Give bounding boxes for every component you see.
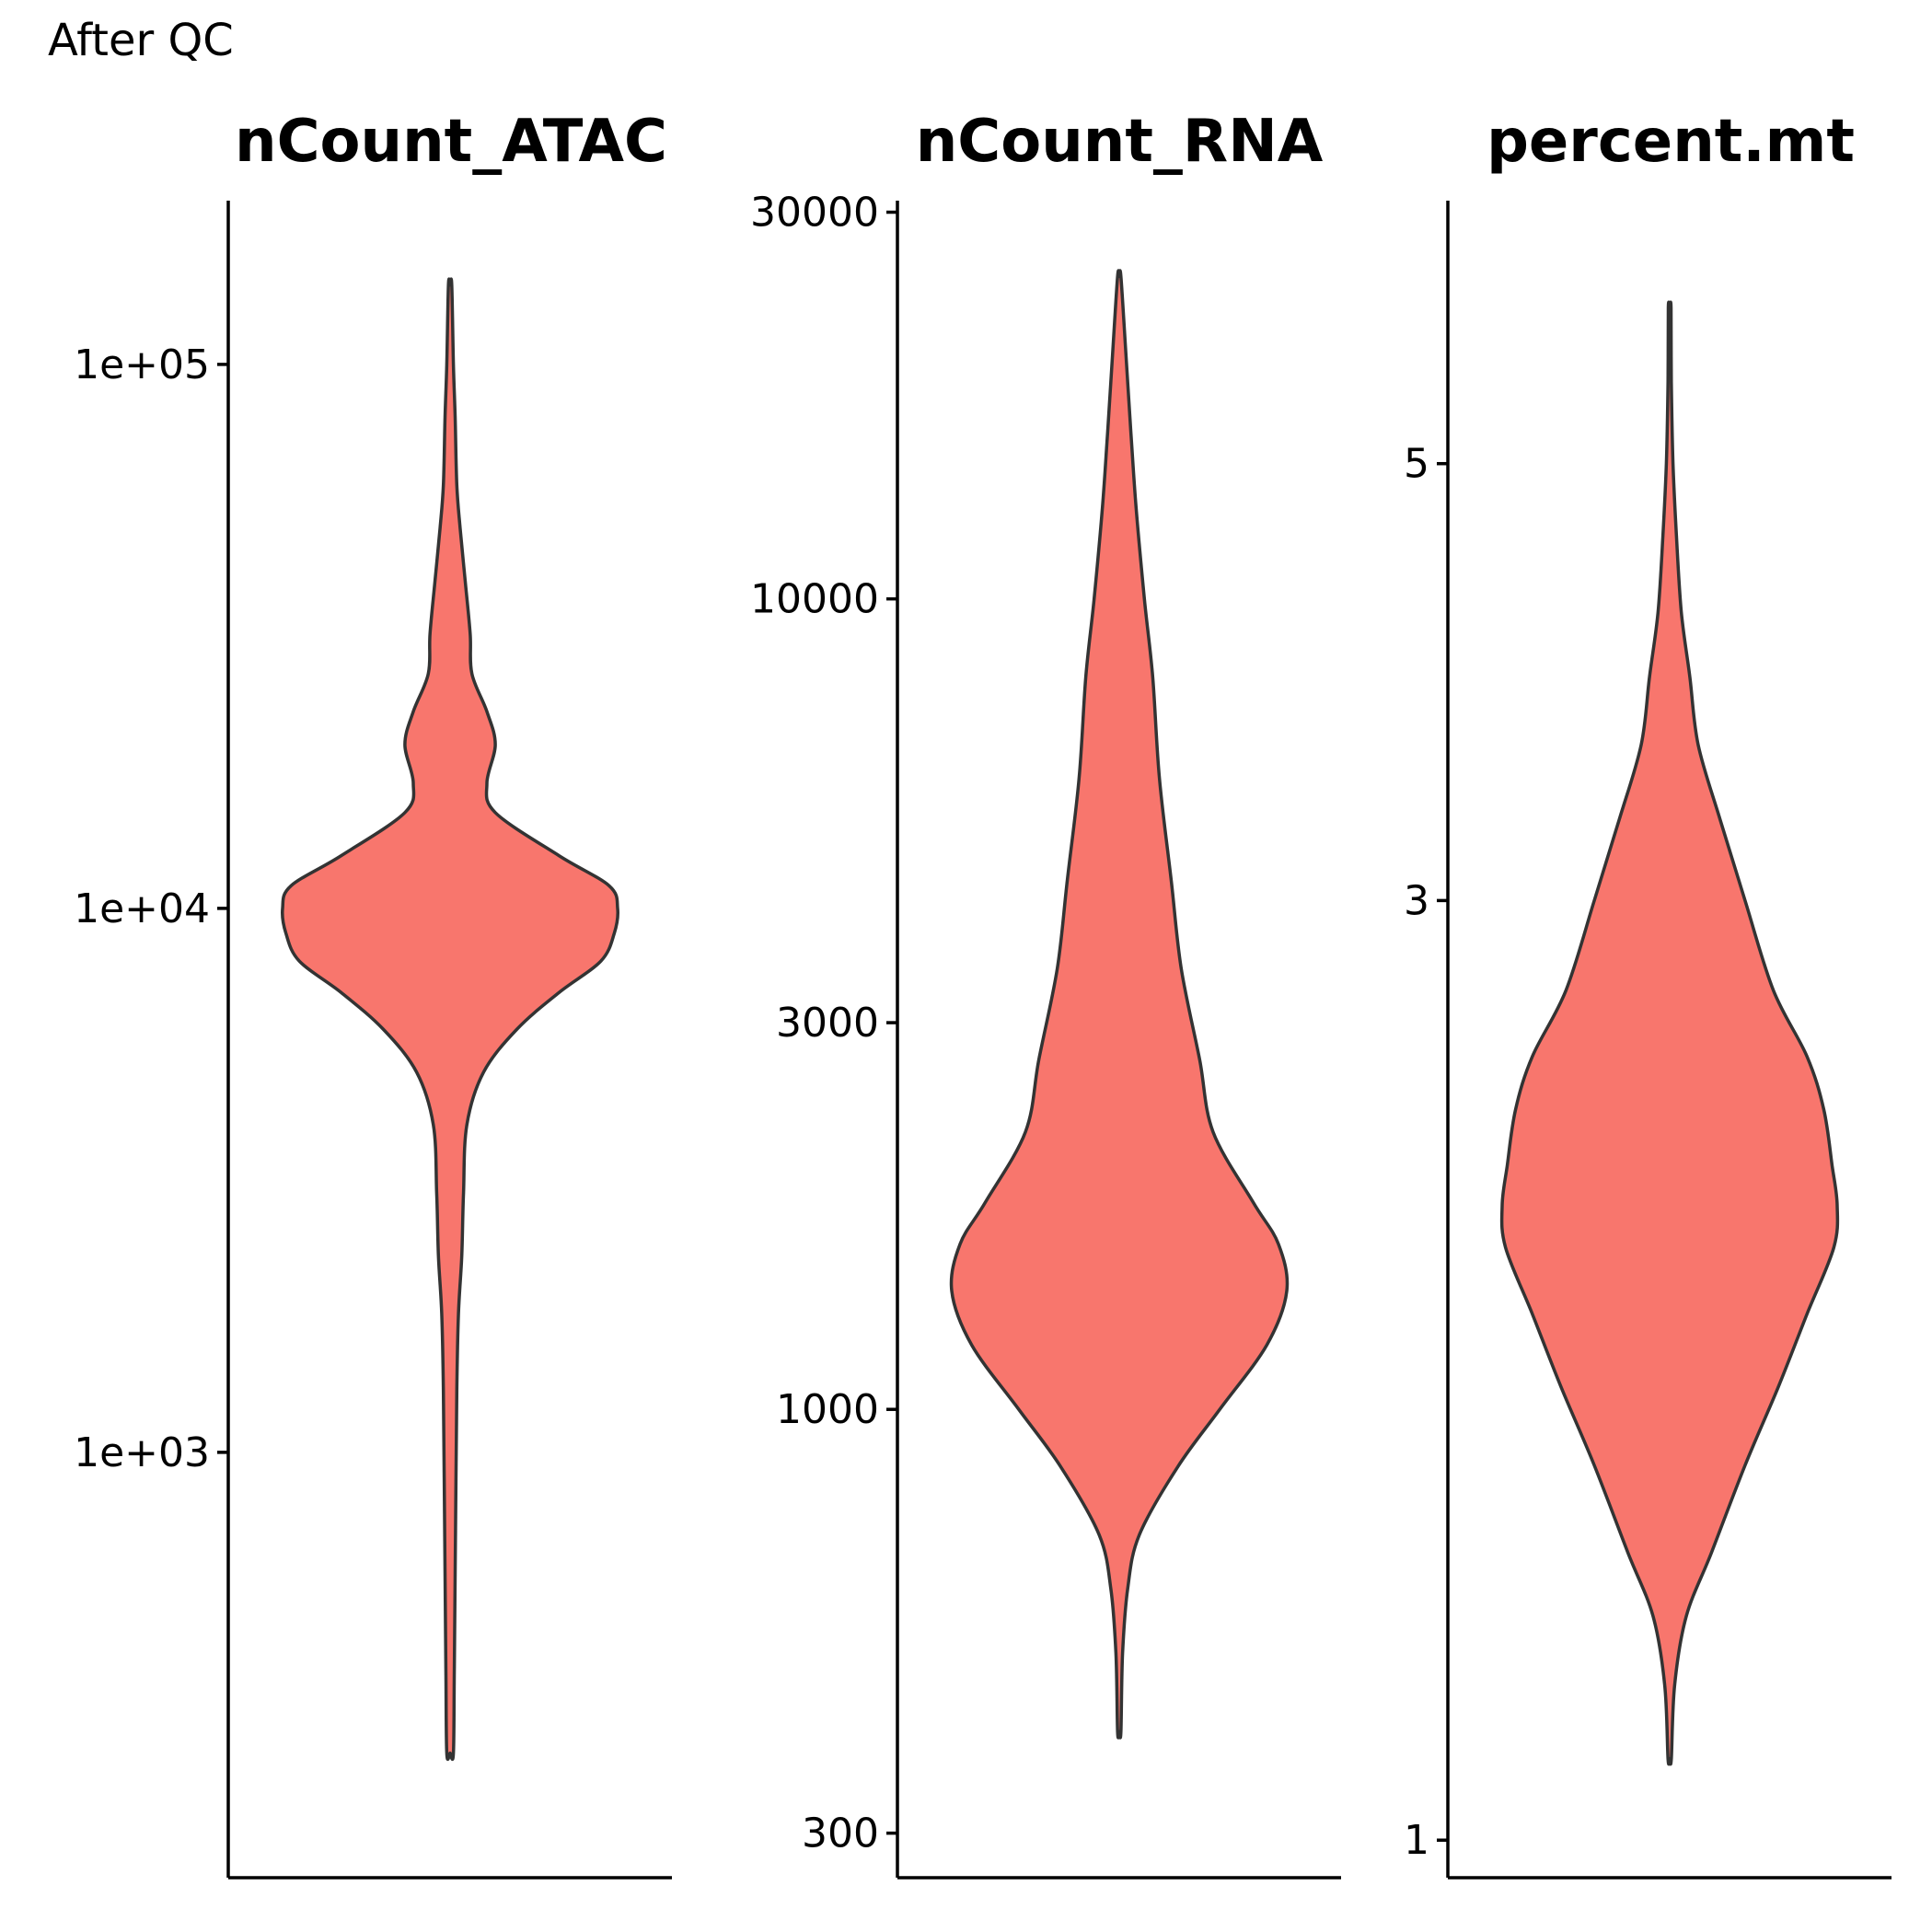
violin-ncount-rna — [949, 269, 1290, 1740]
y-tick-label-percent-mt: 3 — [1404, 877, 1429, 924]
y-tick-label-percent-mt: 5 — [1404, 441, 1429, 488]
y-tick-label-ncount-atac: 1e+04 — [74, 885, 210, 932]
y-tick-label-ncount-atac: 1e+03 — [74, 1429, 210, 1476]
y-tick-label-ncount-rna: 10000 — [750, 576, 879, 623]
y-tick-label-ncount-rna: 300 — [802, 1811, 879, 1857]
violin-ncount-atac — [281, 277, 619, 1762]
panel-title-ncount-atac: nCount_ATAC — [235, 108, 667, 176]
violin-percent-mt — [1499, 300, 1840, 1766]
panel-ncount-atac: nCount_ATAC 1e+03 1e+04 1e+05 — [74, 108, 672, 1880]
panel-title-percent-mt: percent.mt — [1487, 108, 1855, 176]
y-tick-label-ncount-atac: 1e+05 — [74, 341, 210, 388]
y-tick-label-percent-mt: 1 — [1404, 1817, 1429, 1864]
panel-ncount-rna: nCount_RNA 300 1000 3000 10000 30000 — [750, 108, 1341, 1880]
y-tick-label-ncount-rna: 3000 — [776, 1000, 879, 1047]
panel-title-ncount-rna: nCount_RNA — [916, 108, 1324, 176]
y-tick-label-ncount-rna: 1000 — [776, 1386, 879, 1433]
y-tick-label-ncount-rna: 30000 — [750, 190, 879, 237]
figure-title: After QC — [48, 15, 234, 66]
panel-percent-mt: percent.mt 1 3 5 — [1404, 108, 1892, 1880]
